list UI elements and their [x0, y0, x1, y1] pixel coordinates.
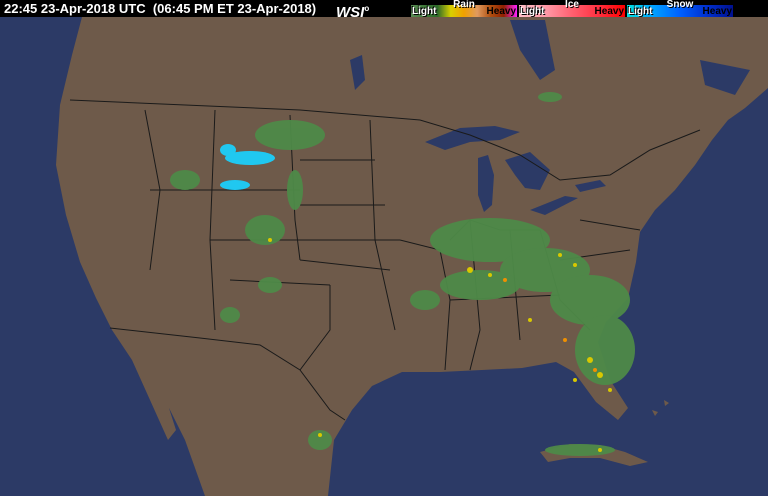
- lake-ontario: [575, 180, 606, 192]
- header-bar: 22:45 23-Apr-2018 UTC (06:45 PM ET 23-Ap…: [0, 0, 768, 21]
- snow-light: [220, 144, 275, 190]
- gulf-st-lawrence: [700, 60, 750, 95]
- lake-huron: [505, 152, 550, 190]
- legend-rain-title: Rain: [453, 0, 475, 10]
- lake-winnipeg: [350, 55, 365, 90]
- rain-light: [170, 92, 635, 456]
- legend-snow-gradient: [627, 5, 733, 17]
- rain-moderate: [268, 238, 612, 452]
- legend-ice-title: Ice: [565, 0, 579, 10]
- map-canvas[interactable]: [0, 17, 768, 496]
- timestamp: 22:45 23-Apr-2018 UTC (06:45 PM ET 23-Ap…: [4, 1, 317, 16]
- great-lakes: [350, 20, 750, 215]
- lake-michigan: [478, 155, 494, 212]
- lake-erie: [530, 196, 578, 215]
- legend-ice-heavy: Heavy: [594, 6, 624, 17]
- legend-snow-title: Snow: [666, 0, 694, 10]
- wsi-logo: WSIo: [336, 4, 370, 21]
- bahamas-islands: [652, 400, 669, 416]
- hudson-bay-inlet: [510, 20, 555, 80]
- legend-snow-light: Light: [628, 6, 653, 17]
- legend-snow: Light Snow Heavy: [627, 0, 733, 17]
- legend-rain-light: Light: [412, 6, 437, 17]
- legend-ice-gradient: [519, 5, 625, 17]
- legend-snow-heavy: Heavy: [702, 6, 732, 17]
- precipitation: [170, 92, 635, 456]
- us-mexico-border: [109, 327, 346, 421]
- us-canada-border: [69, 99, 701, 181]
- rain-heavy: [503, 278, 597, 372]
- legend-rain: Light Rain Heavy: [411, 0, 517, 17]
- legend-ice-light: Light: [520, 6, 545, 17]
- legend-rain-gradient: [411, 5, 517, 17]
- legend-rain-heavy: Heavy: [486, 6, 516, 17]
- lake-superior: [425, 126, 520, 150]
- legend-ice: Light Ice Heavy: [519, 0, 625, 17]
